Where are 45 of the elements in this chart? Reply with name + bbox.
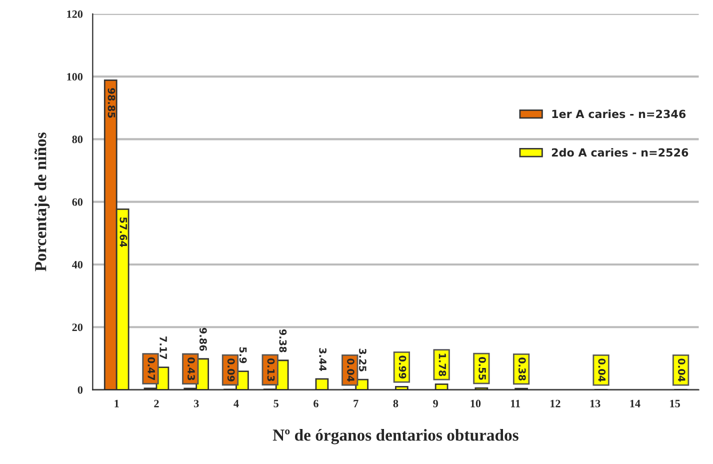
y-tick-label: 80 xyxy=(72,136,83,144)
data-label: 3.44 xyxy=(319,348,326,372)
y-tick-label: 60 xyxy=(72,198,83,206)
data-label: 3.25 xyxy=(359,348,366,372)
y-tick-label: 40 xyxy=(72,260,83,268)
data-label: 9.38 xyxy=(279,329,287,352)
x-tick-label: 2 xyxy=(154,400,159,408)
y-axis-title: Porcentaje de niños xyxy=(34,132,50,272)
data-label: 0.04 xyxy=(678,358,686,382)
data-label: 0.43 xyxy=(188,357,195,380)
x-tick-label: 13 xyxy=(590,400,600,408)
x-axis-title: Nº de órganos dentarios obturados xyxy=(272,429,518,444)
x-tick-label: 15 xyxy=(670,400,680,408)
data-label: 0.04 xyxy=(598,358,606,382)
x-tick-label: 14 xyxy=(630,400,640,408)
data-label: 0.38 xyxy=(518,358,526,380)
y-tick-label: 120 xyxy=(67,10,83,18)
x-tick-label: 3 xyxy=(194,400,199,408)
x-tick-label: 1 xyxy=(114,400,119,408)
x-tick-label: 10 xyxy=(470,400,481,408)
x-tick-label: 12 xyxy=(550,400,560,408)
x-tick-label: 5 xyxy=(274,400,278,408)
y-tick-label: 0 xyxy=(78,386,83,394)
y-tick-label: 20 xyxy=(72,324,83,332)
data-label: 0.99 xyxy=(398,356,406,379)
x-tick-label: 8 xyxy=(393,400,398,408)
data-label: 5.9 xyxy=(239,347,247,364)
data-label: 0.55 xyxy=(478,357,486,380)
data-label: 9.86 xyxy=(200,328,207,351)
legend-label: 1er A caries - n=2346 xyxy=(552,110,686,118)
data-label: 7.17 xyxy=(160,336,167,360)
data-label: 0.13 xyxy=(267,358,275,382)
data-label: 1.78 xyxy=(438,354,446,376)
x-tick-label: 7 xyxy=(354,400,358,408)
data-label: 0.47 xyxy=(148,357,156,380)
data-label: 98.85 xyxy=(108,88,116,118)
x-tick-label: 11 xyxy=(510,400,520,408)
x-tick-label: 6 xyxy=(314,400,318,408)
legend-label: 2do A caries - n=2526 xyxy=(552,148,688,157)
x-tick-label: 4 xyxy=(234,400,239,408)
data-label: 0.09 xyxy=(227,358,235,382)
y-tick-label: 100 xyxy=(67,73,83,81)
data-label: 57.64 xyxy=(120,218,128,248)
data-label: 0.04 xyxy=(347,358,354,382)
x-tick-label: 9 xyxy=(433,400,438,408)
